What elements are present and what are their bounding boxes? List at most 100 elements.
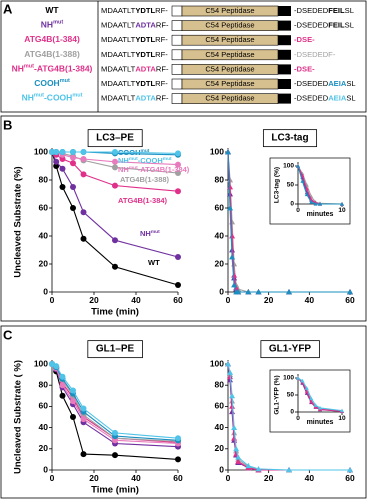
text-part: MDAATLT bbox=[101, 50, 136, 59]
y-tick-label: 100 bbox=[283, 163, 294, 170]
data-point bbox=[80, 451, 87, 458]
data-point bbox=[231, 272, 238, 278]
n-terminus: MDAATLTADTARF- bbox=[101, 64, 169, 73]
y-tick-label: 40 bbox=[39, 230, 49, 240]
title-box bbox=[87, 340, 143, 359]
y-axis-label: LC3-tag (%) bbox=[274, 167, 281, 203]
domain-start bbox=[171, 49, 183, 61]
data-point bbox=[53, 149, 60, 155]
text-part: -ATG4B(1-384) bbox=[138, 165, 190, 174]
domain-end bbox=[278, 6, 291, 16]
domain-label: C54 Peptidase bbox=[205, 79, 254, 88]
domain-end bbox=[278, 93, 291, 104]
y-tick-label: 100 bbox=[210, 358, 224, 368]
data-point bbox=[112, 164, 118, 171]
data-point bbox=[80, 209, 87, 216]
text-part: RF- bbox=[155, 50, 168, 59]
panel-b-frame bbox=[0, 115, 367, 322]
text-part: RF- bbox=[156, 21, 169, 30]
n-terminus: MDAATLTYDTLRF- bbox=[101, 6, 168, 15]
domain-end bbox=[278, 64, 291, 75]
series-label: WT bbox=[148, 258, 160, 267]
y-axis-label: GL1-YFP (%) bbox=[274, 375, 281, 414]
x-tick-label: 0 bbox=[226, 473, 231, 483]
data-point bbox=[309, 399, 314, 404]
y-tick-label: 40 bbox=[215, 422, 225, 432]
chart-title: GL1-YFP bbox=[269, 344, 312, 355]
data-point bbox=[309, 200, 314, 204]
text-part: MDAATLT bbox=[101, 79, 136, 88]
y-tick-label: 0 bbox=[43, 286, 48, 296]
domain-end bbox=[278, 49, 291, 60]
construct-label: NHmut bbox=[41, 20, 64, 30]
series-label: ATG4B(1-384) bbox=[118, 196, 168, 205]
data-point bbox=[80, 156, 87, 162]
domain-start bbox=[171, 34, 183, 46]
data-point bbox=[313, 403, 318, 407]
text-part: mut bbox=[163, 156, 172, 162]
data-point bbox=[231, 435, 238, 441]
data-point bbox=[59, 184, 66, 190]
text-part: MDAATLT bbox=[101, 94, 136, 103]
panel-a-frame bbox=[0, 0, 367, 113]
construct-label: ATG4B(1-388) bbox=[24, 49, 80, 59]
data-point bbox=[313, 202, 318, 206]
y-tick-label: 60 bbox=[39, 202, 49, 212]
series-label: NHmut bbox=[140, 229, 160, 238]
x-tick-label: 60 bbox=[173, 473, 183, 483]
x-tick-label: 20 bbox=[264, 473, 274, 483]
data-point bbox=[255, 465, 262, 472]
text-part: -DSEDED bbox=[294, 79, 329, 88]
construct-label: ATG4B(1-384) bbox=[24, 34, 80, 44]
y-tick-label: 0 bbox=[219, 286, 224, 296]
x-axis-label: Time (min) bbox=[91, 485, 139, 496]
data-point bbox=[235, 289, 242, 295]
data-point bbox=[225, 149, 231, 155]
panel-label: B bbox=[3, 117, 12, 132]
chart-title: LC3–PE bbox=[96, 133, 134, 144]
text-part: ATG4B(1-384) bbox=[24, 34, 80, 44]
domain-end bbox=[278, 20, 291, 31]
text-part: mut bbox=[129, 165, 138, 171]
data-point bbox=[112, 237, 118, 244]
construct-label: NHmut-COOHmut bbox=[22, 93, 83, 103]
y-tick-label: 20 bbox=[39, 443, 49, 453]
data-point bbox=[304, 190, 309, 195]
text-part: ATG4B(1-384) bbox=[118, 196, 168, 205]
text-part: -COOH bbox=[138, 156, 163, 165]
data-point bbox=[304, 192, 309, 197]
y-axis-label: Uncleaved Substrate (%) bbox=[13, 166, 24, 277]
text-part: WT bbox=[45, 5, 59, 15]
text-part: FEIL bbox=[328, 6, 345, 15]
text-part: NH bbox=[140, 229, 151, 238]
y-tick-label: 20 bbox=[215, 258, 225, 268]
y-tick-label: 100 bbox=[283, 375, 294, 382]
y-tick-label: 20 bbox=[39, 258, 49, 268]
chart-title: GL1–PE bbox=[96, 344, 135, 355]
n-terminus: MDAATLTADTARF- bbox=[101, 21, 169, 30]
x-tick-label: 60 bbox=[173, 295, 183, 305]
data-point bbox=[318, 202, 322, 206]
data-point bbox=[175, 161, 181, 168]
data-point bbox=[229, 233, 236, 239]
x-tick-label: 0 bbox=[226, 295, 231, 305]
data-point bbox=[59, 165, 66, 172]
data-point bbox=[112, 429, 118, 436]
y-tick-label: 50 bbox=[287, 392, 295, 399]
text-part: YDTL bbox=[135, 35, 155, 44]
domain-start bbox=[171, 5, 183, 17]
panel-label: C bbox=[3, 327, 13, 342]
domain-label: C54 Peptidase bbox=[205, 6, 254, 15]
text-part: -DSE- bbox=[294, 64, 315, 73]
text-part: mut bbox=[60, 78, 70, 84]
data-point bbox=[225, 361, 231, 367]
data-point bbox=[80, 405, 87, 412]
y-tick-label: 40 bbox=[39, 422, 49, 432]
data-point bbox=[175, 188, 181, 195]
data-point bbox=[112, 182, 118, 189]
text-part: -ATG4B(1-384) bbox=[34, 64, 93, 74]
x-tick-label: 10 bbox=[338, 207, 346, 214]
data-point bbox=[245, 289, 252, 295]
data-point bbox=[175, 435, 181, 442]
data-point bbox=[347, 289, 353, 295]
